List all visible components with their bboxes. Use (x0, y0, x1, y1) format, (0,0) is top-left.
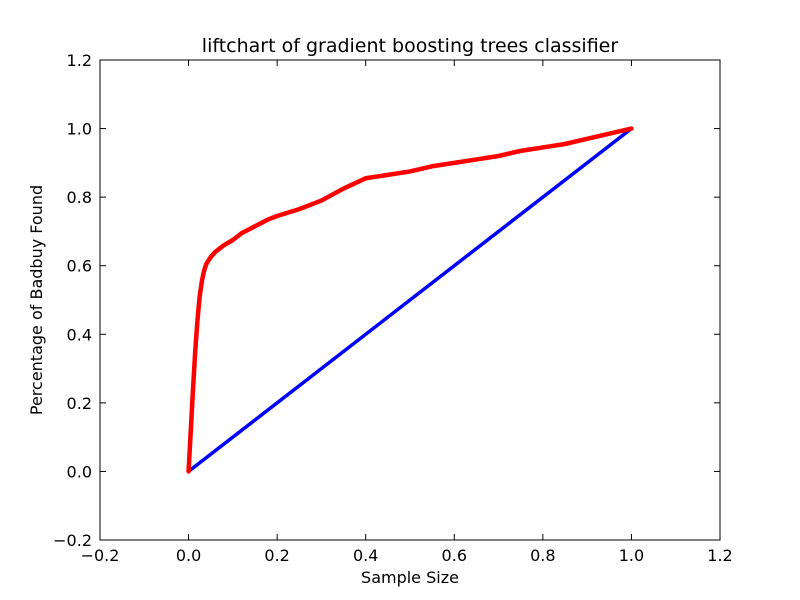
plot-lines (186, 126, 634, 474)
x-tick-label: 1.0 (619, 546, 644, 565)
y-tick-label: 0.8 (67, 188, 92, 207)
y-tick-label: 1.2 (67, 51, 92, 70)
y-axis-label: Percentage of Badbuy Found (27, 185, 46, 415)
series-line-0 (186, 126, 634, 474)
y-tick-label: −0.2 (53, 531, 92, 550)
axis-ticks: −0.2 0.0 0.2 0.4 0.6 0.8 1.0 1.2 −0.2 0.0 0.2 0.4 0.… (53, 51, 733, 565)
x-tick-label: 1.2 (707, 546, 732, 565)
x-tick-label: 0.2 (264, 546, 289, 565)
y-tick-label: 0.2 (67, 394, 92, 413)
chart-title: liftchart of gradient boosting trees cla… (202, 35, 619, 57)
x-tick-label: 0.8 (530, 546, 555, 565)
y-tick-label: 0.4 (67, 325, 92, 344)
x-axis-label: Sample Size (361, 568, 459, 587)
y-tick-label: 1.0 (67, 120, 92, 139)
plot-frame (99, 59, 721, 541)
x-tick-label: 0.0 (176, 546, 201, 565)
x-tick-label: 0.4 (353, 546, 378, 565)
x-tick-label: −0.2 (81, 546, 120, 565)
y-tick-label: 0.0 (67, 462, 92, 481)
y-tick-label: 0.6 (67, 257, 92, 276)
series-line-1 (186, 126, 634, 474)
x-tick-label: 0.6 (442, 546, 467, 565)
